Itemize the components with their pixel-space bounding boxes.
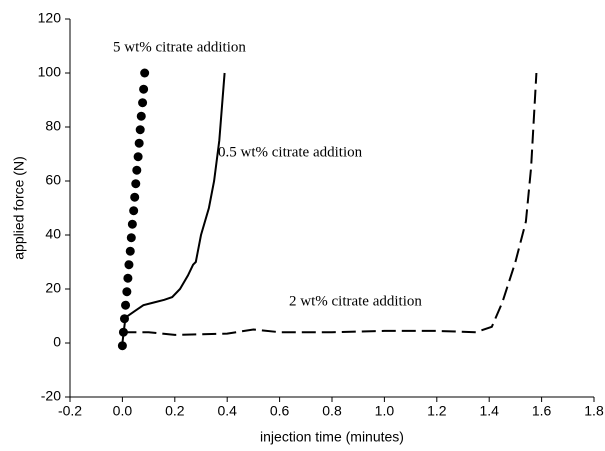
data-point [132,165,142,175]
series-label: 0.5 wt% citrate addition [218,144,363,160]
x-tick-label: 1.6 [532,403,552,419]
series-label: 2 wt% citrate addition [289,293,422,309]
y-tick-label: 120 [38,10,62,26]
y-tick-label: 40 [45,226,61,242]
data-point [126,233,136,243]
x-axis-title: injection time (minutes) [260,429,404,445]
x-tick-label: 0.4 [217,403,237,419]
x-tick-label: 0.2 [165,403,185,419]
data-point [129,206,139,216]
data-point [140,68,150,78]
data-point [138,98,148,108]
y-axis-title: applied force (N) [11,156,27,260]
data-point [122,287,132,297]
y-tick-label: 100 [38,64,62,80]
x-tick-label: 0.8 [322,403,342,419]
data-point [139,84,149,94]
x-tick-label: 0.0 [113,403,133,419]
data-point [131,179,141,189]
y-tick-label: 80 [45,118,61,134]
y-tick-label: 60 [45,172,61,188]
y-tick-label: 0 [53,334,61,350]
data-point [121,300,131,310]
x-tick-label: -0.2 [58,403,82,419]
data-point [136,111,146,121]
data-point [123,273,133,283]
data-point [134,138,144,148]
y-tick-label: -20 [41,388,61,404]
data-point [133,152,143,162]
y-tick-label: 20 [45,280,61,296]
data-point [117,341,127,351]
data-point [125,246,135,256]
x-tick-label: 0.6 [270,403,290,419]
series-line [122,72,538,336]
x-tick-label: 1.2 [427,403,447,419]
data-point [130,192,140,202]
x-tick-label: 1.0 [375,403,395,419]
data-point [135,125,145,135]
series-line [121,72,226,344]
data-point [127,219,137,229]
series-label: 5 wt% citrate addition [113,39,246,55]
data-point [124,260,134,270]
x-tick-label: 1.8 [584,403,604,419]
x-tick-label: 1.4 [479,403,499,419]
